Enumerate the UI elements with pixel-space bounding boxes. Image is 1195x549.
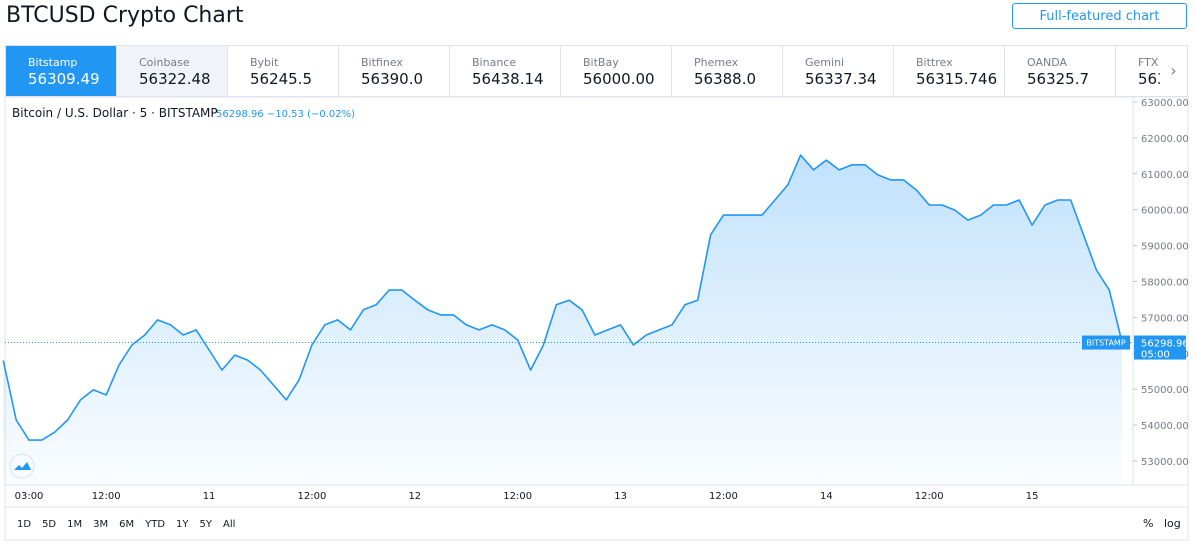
exchange-tab[interactable]: OANDA 56325.7	[1005, 46, 1116, 96]
y-tick-label: 59000.00	[1141, 242, 1189, 253]
y-tick-label: 61000.00	[1141, 170, 1189, 181]
exchange-tab[interactable]: Bitfinex 56390.0	[339, 46, 450, 96]
exchange-tab[interactable]: Bittrex 56315.746	[894, 46, 1005, 96]
page-title: BTCUSD Crypto Chart	[6, 3, 244, 28]
full-chart-button[interactable]: Full-featured chart	[1012, 3, 1187, 29]
price-label-box	[1134, 335, 1186, 360]
x-tick-label: 12:00	[92, 491, 121, 502]
chart-title: Bitcoin / U.S. Dollar · 5 · BITSTAMP	[12, 106, 218, 120]
period-button[interactable]: 3M	[93, 519, 108, 530]
scroll-arrow[interactable]: ›	[1160, 46, 1187, 96]
y-tick-label: 63000.00	[1141, 98, 1189, 109]
exchange-tab[interactable]: Coinbase 56322.48	[117, 46, 228, 96]
exchange-name: Phemex	[694, 56, 739, 69]
exchange-tabs: Bitstamp 56309.49 Coinbase 56322.48 Bybit 562…	[5, 45, 1188, 97]
y-tick-label: 57000.00	[1141, 313, 1189, 324]
x-tick-label: 03:00	[15, 491, 44, 502]
x-tick-label: 15	[1026, 491, 1039, 502]
x-tick-label: 14	[820, 491, 833, 502]
price-area	[3, 155, 1123, 485]
exchange-name: Binance	[472, 56, 517, 69]
exchange-price: 56438.14	[472, 70, 544, 88]
exchange-tab[interactable]: Gemini 56337.34	[783, 46, 894, 96]
time-label: 05:00	[1141, 350, 1170, 361]
x-tick-label: 13	[614, 491, 627, 502]
chart-subtitle: 56298.96 −10.53 (−0.02%)	[216, 109, 355, 120]
period-button[interactable]: 5D	[42, 519, 56, 530]
x-tick-label: 12:00	[503, 491, 532, 502]
x-tick-label: 12:00	[709, 491, 738, 502]
x-tick-label: 12	[408, 491, 421, 502]
series-label-box	[1082, 335, 1130, 350]
exchange-name: BitBay	[583, 56, 619, 69]
exchange-price: 56322.48	[139, 70, 211, 88]
exchange-name: Gemini	[805, 56, 845, 69]
period-button[interactable]: 1Y	[176, 519, 189, 530]
period-button[interactable]: 1D	[17, 519, 31, 530]
y-tick-label: 53000.00	[1141, 457, 1189, 468]
price-line	[2, 154, 1123, 441]
exchange-name: Bybit	[250, 56, 279, 69]
exchange-price: 56337.34	[805, 70, 877, 88]
scale-button[interactable]: log	[1164, 517, 1181, 530]
exchange-name: OANDA	[1027, 56, 1068, 69]
period-button[interactable]: 5Y	[200, 519, 213, 530]
period-button[interactable]: YTD	[144, 519, 165, 530]
period-button[interactable]: 6M	[119, 519, 134, 530]
exchange-tab[interactable]: Bybit 56245.5	[228, 46, 339, 96]
chart-frame	[4, 96, 1189, 541]
scale-button[interactable]: %	[1143, 517, 1153, 530]
exchange-price: 56388.0	[694, 70, 757, 88]
series-label: BITSTAMP	[1086, 339, 1125, 348]
y-tick-label: 62000.00	[1141, 134, 1189, 145]
exchange-tab[interactable]: Phemex 56388.0	[672, 46, 783, 96]
y-tick-label: 58000.00	[1141, 277, 1189, 288]
y-tick-label: 55000.00	[1141, 385, 1189, 396]
exchange-price: 56245.5	[250, 70, 313, 88]
exchange-name: FTX	[1138, 56, 1159, 69]
price-label: 56298.96	[1141, 339, 1189, 350]
exchange-price: 56309.49	[28, 70, 100, 88]
exchange-name: Coinbase	[139, 56, 190, 69]
exchange-name: Bitstamp	[28, 56, 78, 69]
x-tick-label: 12:00	[298, 491, 327, 502]
period-button[interactable]: All	[223, 519, 235, 530]
exchange-name: Bitfinex	[361, 56, 403, 69]
exchange-tab[interactable]: Bitstamp 56309.49	[6, 46, 117, 96]
exchange-name: Bittrex	[916, 56, 953, 69]
y-tick-label: 54000.00	[1141, 421, 1189, 432]
exchange-price: 56315.746	[916, 70, 998, 88]
exchange-tab[interactable]: BitBay 56000.00	[561, 46, 672, 96]
exchange-price: 56390.0	[361, 70, 424, 88]
period-button[interactable]: 1M	[67, 519, 82, 530]
x-tick-label: 12:00	[915, 491, 944, 502]
exchange-price: 56325.7	[1027, 70, 1090, 88]
y-tick-label: 60000.00	[1141, 206, 1189, 217]
x-tick-label: 11	[203, 491, 216, 502]
exchange-tab[interactable]: Binance 56438.14	[450, 46, 561, 96]
exchange-price: 56000.00	[583, 70, 655, 88]
